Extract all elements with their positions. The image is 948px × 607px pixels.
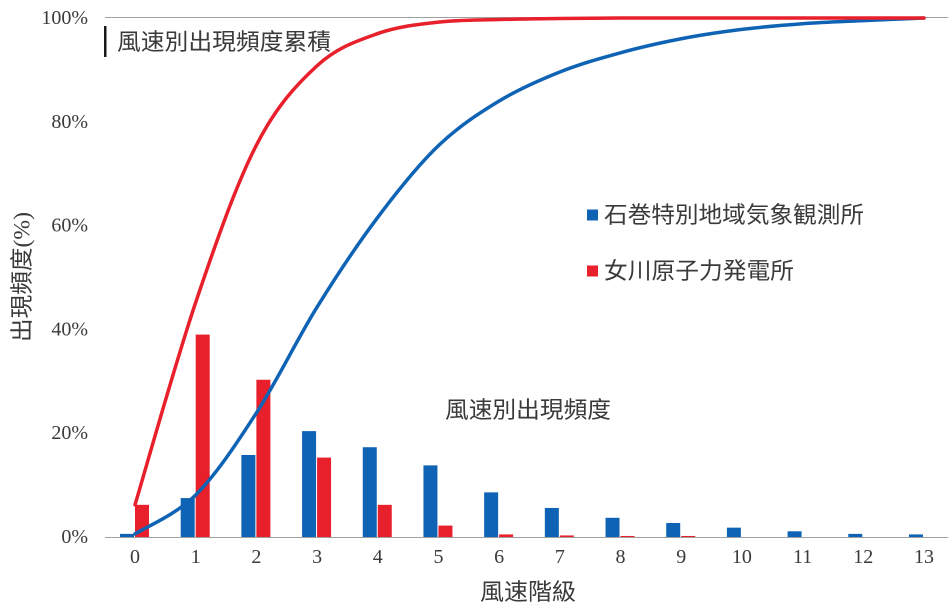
bar-series-1-category-7 bbox=[559, 535, 574, 537]
y-tick-label-0: 0% bbox=[61, 526, 88, 548]
x-tick-label-0: 0 bbox=[130, 546, 140, 568]
x-tick-label-2: 2 bbox=[251, 546, 261, 568]
bar-series-1-category-2 bbox=[256, 379, 271, 537]
bar-series-0-category-12 bbox=[848, 533, 863, 537]
y-axis-title: 出現頻度(%) bbox=[10, 212, 35, 342]
x-tick-label-5: 5 bbox=[433, 546, 443, 568]
x-tick-label-1: 1 bbox=[191, 546, 201, 568]
bar-series-0-category-3 bbox=[302, 431, 317, 537]
x-tick-label-10: 10 bbox=[732, 546, 752, 568]
bar-series-1-category-3 bbox=[317, 457, 332, 537]
frequency-bars bbox=[120, 334, 923, 537]
bar-series-0-category-10 bbox=[726, 527, 741, 537]
frequency-annotation: 風速別出現頻度 bbox=[445, 398, 611, 423]
legend: 石巻特別地域気象観測所 女川原子力発電所 bbox=[587, 203, 864, 284]
x-tick-label-11: 11 bbox=[793, 546, 812, 568]
bar-series-0-category-2 bbox=[241, 454, 256, 537]
bar-series-0-category-11 bbox=[787, 531, 802, 537]
bar-series-1-category-9 bbox=[681, 535, 696, 537]
y-tick-label-4: 80% bbox=[51, 111, 88, 133]
y-tick-label-1: 20% bbox=[51, 422, 88, 444]
legend-swatch bbox=[587, 209, 598, 221]
x-tick-label-13: 13 bbox=[914, 546, 934, 568]
x-tick-labels: 0 1 2 3 4 5 6 7 8 9 10 11 12 13 bbox=[130, 546, 934, 568]
annotation-marker bbox=[104, 26, 107, 57]
bar-series-0-category-6 bbox=[484, 492, 499, 537]
cumulative-annotation: 風速別出現頻度累積 bbox=[117, 30, 331, 55]
x-tick-label-6: 6 bbox=[494, 546, 504, 568]
x-tick-label-8: 8 bbox=[616, 546, 626, 568]
cumulative-line-series-0 bbox=[133, 16, 926, 536]
cumulative-lines bbox=[133, 16, 926, 536]
bar-series-0-category-0 bbox=[120, 533, 134, 537]
x-axis-title: 風速階級 bbox=[480, 580, 576, 605]
bar-series-0-category-1 bbox=[180, 498, 195, 537]
legend-item-series-0: 石巻特別地域気象観測所 bbox=[587, 203, 864, 228]
bar-series-0-category-9 bbox=[666, 522, 681, 537]
y-tick-labels: 0% 20% 40% 60% 80% 100% bbox=[41, 7, 88, 548]
bar-series-0-category-8 bbox=[605, 517, 620, 537]
bar-series-0-category-13 bbox=[908, 534, 923, 537]
y-tick-label-5: 100% bbox=[41, 7, 88, 29]
y-tick-label-3: 60% bbox=[51, 215, 88, 237]
x-tick-label-3: 3 bbox=[312, 546, 322, 568]
bar-series-1-category-8 bbox=[620, 535, 635, 537]
x-tick-label-7: 7 bbox=[555, 546, 565, 568]
bar-series-1-category-4 bbox=[377, 504, 392, 537]
bar-series-1-category-5 bbox=[438, 525, 453, 537]
bar-series-1-category-6 bbox=[499, 534, 514, 537]
x-tick-label-9: 9 bbox=[676, 546, 686, 568]
legend-item-series-1: 女川原子力発電所 bbox=[587, 259, 794, 284]
legend-label: 女川原子力発電所 bbox=[604, 259, 794, 284]
bar-series-1-category-1 bbox=[195, 334, 210, 537]
legend-swatch bbox=[587, 265, 598, 277]
x-tick-label-12: 12 bbox=[853, 546, 873, 568]
y-tick-label-2: 40% bbox=[51, 318, 88, 340]
bar-series-0-category-7 bbox=[544, 507, 559, 537]
legend-label: 石巻特別地域気象観測所 bbox=[604, 203, 864, 228]
cumulative-line-series-1 bbox=[133, 16, 926, 507]
bar-series-0-category-4 bbox=[362, 447, 377, 537]
bar-series-0-category-5 bbox=[423, 465, 438, 537]
x-tick-label-4: 4 bbox=[373, 546, 383, 568]
